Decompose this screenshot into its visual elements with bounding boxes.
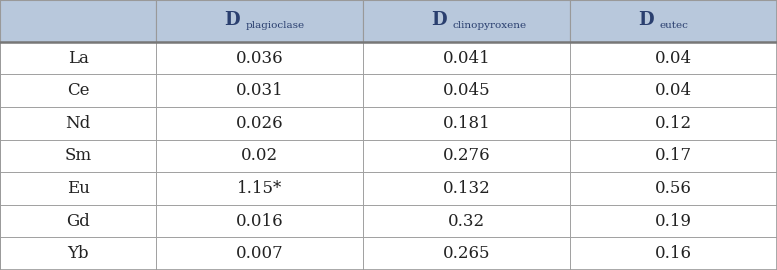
Bar bbox=[363, 75, 570, 107]
Bar bbox=[0, 172, 156, 205]
Bar bbox=[0, 237, 156, 270]
Bar bbox=[363, 237, 570, 270]
Bar bbox=[156, 107, 363, 140]
Bar bbox=[570, 107, 777, 140]
Bar bbox=[0, 42, 156, 75]
Text: Gd: Gd bbox=[66, 212, 90, 230]
Text: 0.265: 0.265 bbox=[443, 245, 490, 262]
Text: D: D bbox=[639, 11, 654, 29]
Text: 0.17: 0.17 bbox=[655, 147, 692, 164]
Text: La: La bbox=[68, 50, 89, 67]
Bar bbox=[570, 0, 777, 42]
Bar bbox=[570, 140, 777, 172]
Text: clinopyroxene: clinopyroxene bbox=[453, 21, 527, 30]
Text: 0.031: 0.031 bbox=[235, 82, 284, 99]
Bar bbox=[363, 42, 570, 75]
Text: Sm: Sm bbox=[64, 147, 92, 164]
Text: 0.016: 0.016 bbox=[236, 212, 284, 230]
Bar bbox=[156, 42, 363, 75]
Bar bbox=[0, 107, 156, 140]
Bar bbox=[363, 0, 570, 42]
Bar bbox=[570, 172, 777, 205]
Bar bbox=[570, 75, 777, 107]
Text: plagioclase: plagioclase bbox=[246, 21, 305, 30]
Text: 0.02: 0.02 bbox=[241, 147, 278, 164]
Text: 0.041: 0.041 bbox=[443, 50, 490, 67]
Bar bbox=[156, 140, 363, 172]
Bar bbox=[570, 237, 777, 270]
Text: eutec: eutec bbox=[660, 21, 688, 30]
Bar bbox=[0, 75, 156, 107]
Text: 1.15*: 1.15* bbox=[237, 180, 282, 197]
Text: 0.026: 0.026 bbox=[236, 115, 284, 132]
Bar bbox=[0, 0, 156, 42]
Text: Nd: Nd bbox=[65, 115, 91, 132]
Text: 0.036: 0.036 bbox=[236, 50, 284, 67]
Bar bbox=[0, 205, 156, 237]
Text: 0.007: 0.007 bbox=[235, 245, 284, 262]
Text: 0.045: 0.045 bbox=[443, 82, 490, 99]
Bar bbox=[570, 42, 777, 75]
Text: 0.12: 0.12 bbox=[655, 115, 692, 132]
Bar bbox=[156, 237, 363, 270]
Bar bbox=[156, 0, 363, 42]
Bar bbox=[363, 205, 570, 237]
Bar bbox=[0, 140, 156, 172]
Text: 0.276: 0.276 bbox=[443, 147, 490, 164]
Text: Ce: Ce bbox=[67, 82, 89, 99]
Bar bbox=[363, 107, 570, 140]
Text: 0.56: 0.56 bbox=[655, 180, 692, 197]
Text: 0.16: 0.16 bbox=[655, 245, 692, 262]
Text: Yb: Yb bbox=[68, 245, 89, 262]
Text: D: D bbox=[225, 11, 240, 29]
Bar bbox=[156, 75, 363, 107]
Text: Eu: Eu bbox=[67, 180, 89, 197]
Bar bbox=[363, 172, 570, 205]
Bar bbox=[570, 205, 777, 237]
Text: 0.04: 0.04 bbox=[655, 50, 692, 67]
Text: 0.132: 0.132 bbox=[443, 180, 490, 197]
Bar bbox=[363, 140, 570, 172]
Bar bbox=[156, 205, 363, 237]
Text: 0.19: 0.19 bbox=[655, 212, 692, 230]
Text: 0.32: 0.32 bbox=[448, 212, 485, 230]
Text: D: D bbox=[432, 11, 448, 29]
Text: 0.04: 0.04 bbox=[655, 82, 692, 99]
Bar bbox=[156, 172, 363, 205]
Text: 0.181: 0.181 bbox=[443, 115, 490, 132]
